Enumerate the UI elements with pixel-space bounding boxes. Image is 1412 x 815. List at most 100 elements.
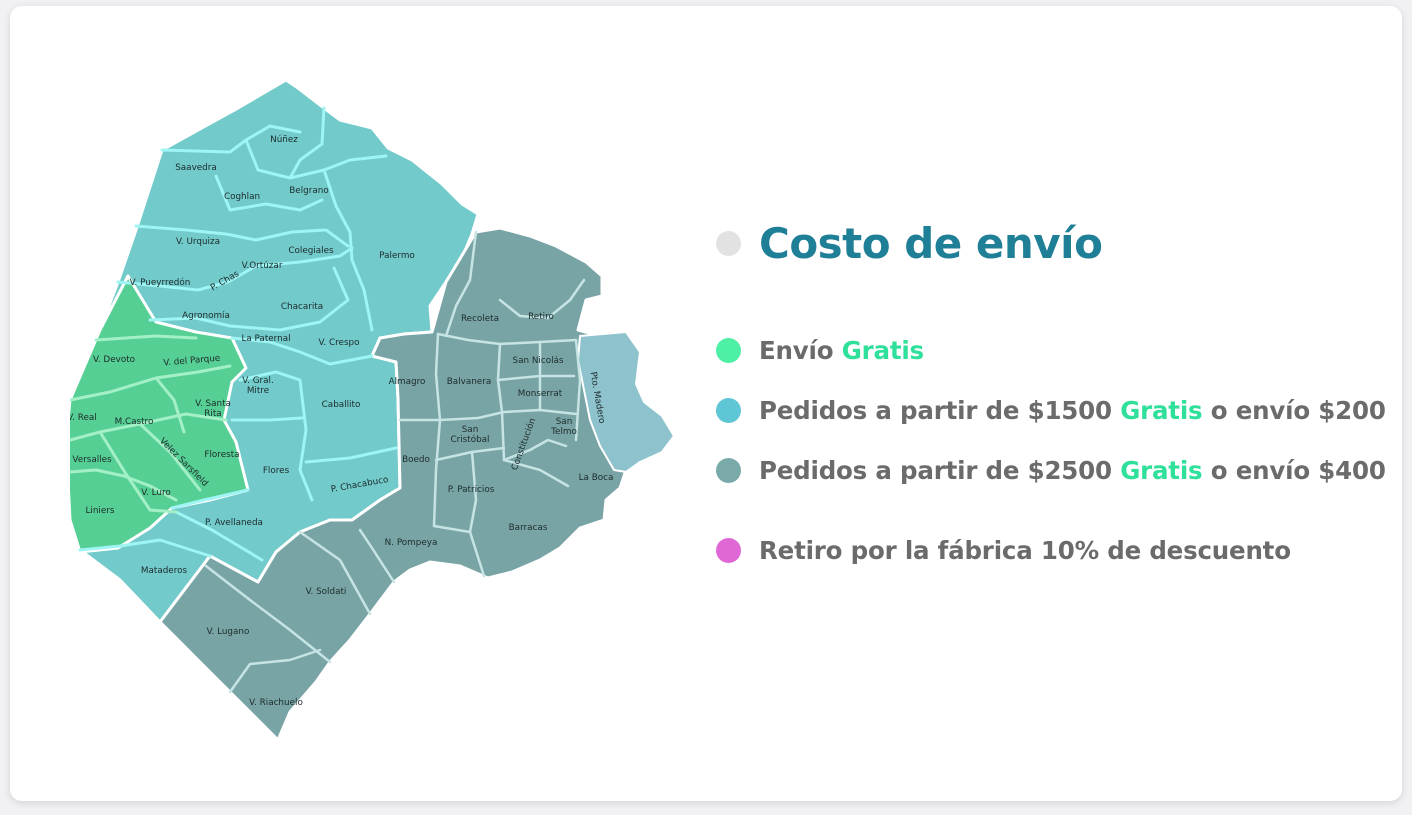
neighborhood-border-3 (134, 224, 350, 248)
district-border-13 (502, 458, 570, 488)
puerto-madero-area (577, 331, 675, 473)
neighborhood-label: V. Crespo (318, 338, 359, 348)
legend-free-delivery: Envío Gratis (716, 336, 924, 365)
neighborhood-border-8 (230, 416, 304, 422)
neighborhood-border-9 (304, 446, 398, 464)
legend-zone-2500: Pedidos a partir de $2500 Gratis o envío… (716, 456, 1386, 485)
neighborhood-label: Mataderos (141, 566, 188, 576)
legend-label: Envío Gratis (759, 336, 924, 365)
neighborhood-label: V. Gral. Mitre (242, 376, 274, 396)
district-border-9 (502, 438, 568, 462)
neighborhood-label: La Boca (579, 473, 614, 483)
legend-title-row: Costo de envío (716, 214, 1406, 272)
neighborhood-label: V. Luro (141, 488, 171, 498)
legend-color-dot (716, 538, 741, 563)
legend-zone-1500: Pedidos a partir de $1500 Gratis o envío… (716, 396, 1386, 425)
neighborhood-label: Caballito (322, 400, 361, 410)
neighborhood-label: San Nicolás (512, 356, 563, 366)
neighborhood-label: Flores (263, 466, 290, 476)
neighborhood-label: Chacarita (281, 302, 323, 312)
district-border-1 (498, 278, 586, 320)
neighborhood-label: V. Devoto (93, 355, 135, 365)
neighborhood-label: N. Pompeya (385, 538, 438, 548)
neighborhood-label: V.Ortúzar (242, 261, 283, 271)
zone-2500-area (158, 226, 676, 742)
neighborhood-border-14 (322, 168, 374, 332)
neighborhood-label: V. Pueyrredón (130, 277, 191, 288)
free-zone-border-5 (138, 422, 202, 492)
neighborhood-border-11 (174, 510, 264, 562)
neighborhood-label: Barracas (509, 523, 548, 533)
neighborhood-label: V. Urquiza (176, 237, 220, 247)
neighborhood-label: P. Patricios (448, 485, 495, 495)
legend-color-dot (716, 458, 741, 483)
shipping-legend: Costo de envío Envío Gratis Pedidos a par… (716, 214, 1406, 565)
neighborhood-label: Almagro (389, 377, 426, 387)
neighborhood-label: Monserrat (518, 389, 563, 399)
district-border-15 (298, 530, 372, 616)
neighborhood-label: V. Riachuelo (249, 698, 303, 708)
neighborhood-label: Floresta (204, 450, 239, 460)
neighborhood-label: Saavedra (175, 163, 217, 173)
neighborhood-label: Retiro (528, 312, 554, 322)
neighborhood-label: P. Avellaneda (205, 518, 263, 528)
neighborhood-border-7 (238, 370, 314, 502)
neighborhood-label: Recoleta (461, 314, 499, 324)
neighborhood-label: Colegiales (288, 246, 334, 256)
legend-text-part: o envío $400 (1202, 456, 1386, 485)
legend-label: Retiro por la fábrica 10% de descuento (759, 536, 1291, 565)
shipping-cost-card: Núñez Saavedra Coghlan Belgrano V. Urquiza Co… (10, 6, 1402, 801)
neighborhood-label: Núñez (270, 135, 298, 145)
legend-color-dot (716, 338, 741, 363)
buenos-aires-map: Núñez Saavedra Coghlan Belgrano V. Urquiza Co… (70, 76, 700, 756)
legend-factory-pickup: Retiro por la fábrica 10% de descuento (716, 536, 1291, 565)
district-border-12 (468, 450, 478, 534)
district-border-8 (574, 338, 582, 442)
free-zone-border-6 (154, 376, 186, 434)
neighborhood-border-6 (230, 336, 374, 366)
neighborhood-label: Versalles (72, 455, 112, 465)
neighborhood-label: Palermo (379, 251, 415, 261)
neighborhood-label: V. Soldati (306, 587, 347, 597)
neighborhood-label: V. Santa Rita (195, 399, 231, 419)
gratis-highlight: Gratis (841, 336, 924, 365)
neighborhood-border-4 (116, 246, 354, 292)
neighborhood-label: Agronomía (182, 311, 230, 321)
legend-label: Pedidos a partir de $2500 Gratis o envío… (759, 456, 1386, 485)
free-zone-border-4 (98, 430, 178, 514)
neighborhood-label: V. Lugano (207, 627, 250, 637)
legend-text-part: Retiro por la fábrica 10% de descuento (759, 536, 1291, 565)
free-zone-border-3 (70, 468, 178, 502)
legend-text-part: Pedidos a partir de $1500 (759, 396, 1121, 425)
legend-text-part: Pedidos a partir de $2500 (759, 456, 1121, 485)
neighborhood-label: Balvanera (447, 377, 491, 387)
free-zone-border-0 (94, 334, 198, 342)
gratis-highlight: Gratis (1120, 396, 1203, 425)
neighborhood-label: San Cristóbal (450, 425, 489, 445)
district-border-3 (496, 342, 506, 462)
legend-text-part: Envío (759, 336, 842, 365)
neighborhood-label: Boedo (402, 455, 430, 465)
district-border-14 (358, 528, 396, 584)
legend-label: Pedidos a partir de $1500 Gratis o envío… (759, 396, 1386, 425)
neighborhood-border-1 (244, 138, 388, 180)
neighborhood-label: V. del Parque (163, 354, 221, 369)
neighborhood-label: M.Castro (115, 417, 154, 427)
neighborhood-label: Liniers (86, 506, 115, 516)
district-border-16 (204, 564, 332, 664)
neighborhood-label: V. Real (70, 413, 97, 423)
gratis-highlight: Gratis (1120, 456, 1203, 485)
district-border-0 (444, 230, 478, 338)
legend-color-dot (716, 398, 741, 423)
neighborhood-label: La Paternal (241, 334, 290, 344)
neighborhood-border-12 (78, 538, 212, 558)
neighborhood-label: Belgrano (289, 186, 328, 196)
neighborhood-border-2 (214, 174, 324, 212)
page-title: Costo de envío (759, 218, 1103, 268)
legend-text-part: o envío $200 (1202, 396, 1386, 425)
title-dot (716, 230, 741, 256)
district-border-17 (228, 648, 322, 694)
neighborhood-border-5 (148, 266, 350, 332)
district-border-5 (398, 408, 578, 422)
neighborhood-border-13 (288, 106, 326, 180)
